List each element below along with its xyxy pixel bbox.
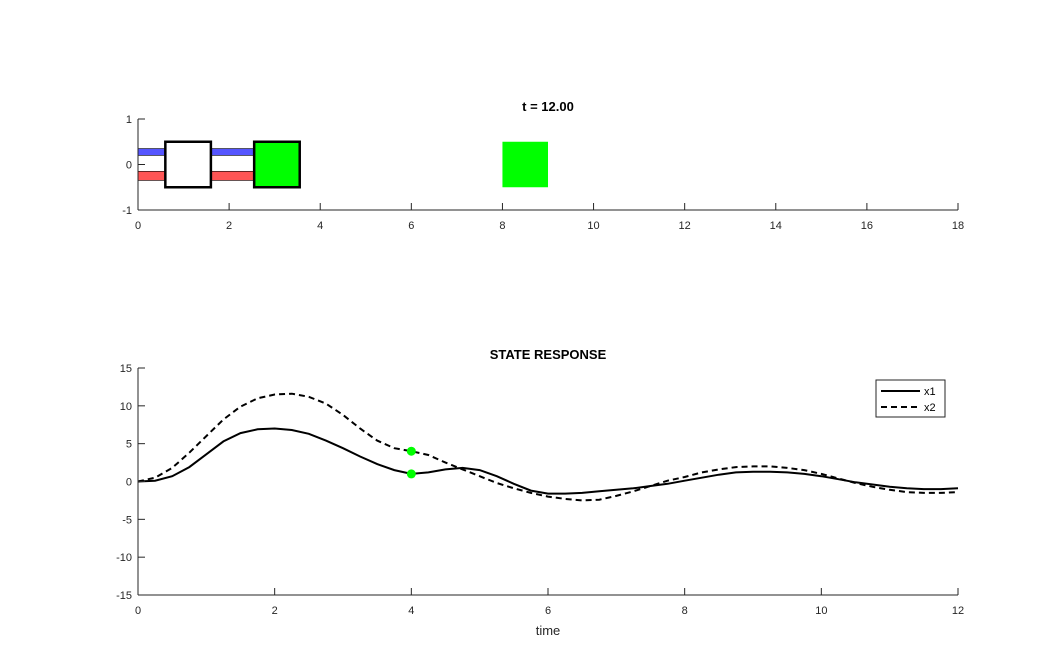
y-tick-label: -5 — [122, 514, 132, 526]
state-response-lines — [137, 392, 959, 502]
x-tick-label: 12 — [952, 605, 964, 617]
x-tick-label: 10 — [587, 220, 599, 232]
x-tick-label: 0 — [135, 220, 141, 232]
x-tick-label: 6 — [545, 605, 551, 617]
animation-axes: t = 12.00 0 2 4 6 8 10 12 14 16 18-101 — [122, 99, 964, 232]
legend-label-x2: x2 — [924, 402, 936, 414]
y-tick-label: -1 — [122, 205, 132, 217]
y-tick-label: 15 — [120, 363, 132, 375]
y-tick-label: 1 — [126, 114, 132, 126]
x-tick-label: 14 — [770, 220, 782, 232]
y-tick-label: 5 — [126, 439, 132, 451]
state-response-axes: STATE RESPONSE 0 2 4 6 8 10 12 15 10 5 0 -5 -10 -15 t… — [116, 347, 964, 638]
x-tick-label: 8 — [682, 605, 688, 617]
animation-axis-lines: 0 2 4 6 8 10 12 14 16 18-101 — [122, 114, 964, 232]
x-tick-label: 2 — [272, 605, 278, 617]
x-tick-label: 4 — [317, 220, 323, 232]
state-response-title: STATE RESPONSE — [490, 347, 607, 362]
y-tick-label: 10 — [120, 401, 132, 413]
y-tick-label: 0 — [126, 160, 132, 172]
x-tick-label: 4 — [408, 605, 414, 617]
series-line-x1 — [137, 427, 959, 495]
current-time-marker-0 — [406, 469, 416, 479]
x-axis-label: time — [536, 623, 561, 638]
x-tick-label: 6 — [408, 220, 414, 232]
x-tick-label: 10 — [815, 605, 827, 617]
legend-label-x1: x1 — [924, 386, 936, 398]
animation-title: t = 12.00 — [522, 99, 574, 114]
y-tick-label: -15 — [116, 590, 132, 602]
current-time-marker-1 — [406, 446, 416, 456]
y-tick-label: 0 — [126, 477, 132, 489]
y-tick-label: -10 — [116, 552, 132, 564]
legend-box — [875, 379, 946, 418]
series-line-x2 — [137, 392, 959, 502]
mass-box-2 — [164, 140, 213, 189]
legend: x1 x2 — [875, 379, 946, 418]
animation-shapes — [137, 140, 548, 189]
x-tick-label: 18 — [952, 220, 964, 232]
x-tick-label: 2 — [226, 220, 232, 232]
x-tick-label: 0 — [135, 605, 141, 617]
state-response-axis-lines: 0 2 4 6 8 10 12 15 10 5 0 -5 -10 -15 — [116, 363, 964, 617]
mass-box-4 — [502, 141, 548, 188]
mass-box-3 — [252, 140, 301, 189]
x-tick-label: 8 — [499, 220, 505, 232]
x-tick-label: 12 — [679, 220, 691, 232]
x-tick-label: 16 — [861, 220, 873, 232]
